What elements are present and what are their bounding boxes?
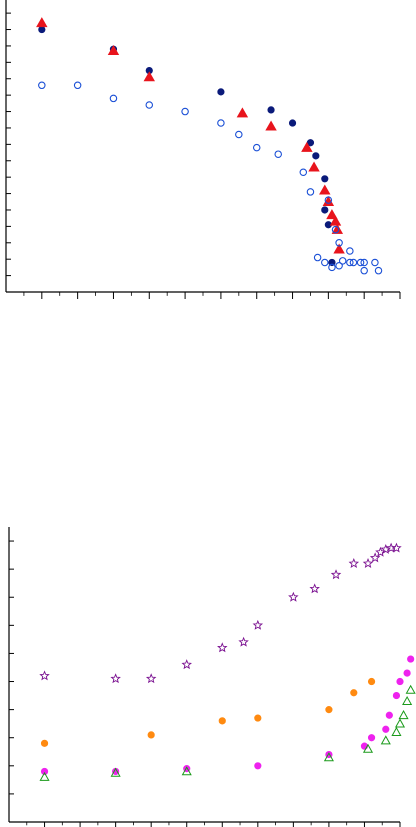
series-3-point-2 <box>181 766 192 776</box>
series-3-point-6 <box>391 726 402 736</box>
series-1-point-0 <box>40 739 49 747</box>
series-0-point-0 <box>39 670 50 681</box>
series-1-point-5 <box>301 141 313 152</box>
series-2-point-5 <box>217 119 225 127</box>
series-2-point-19 <box>338 257 347 265</box>
series-3-point-3 <box>323 752 334 762</box>
series-0-point-8 <box>309 583 320 594</box>
series-2-point-0 <box>40 767 49 776</box>
series-1-point-8 <box>322 195 335 206</box>
series-2-point-8 <box>385 711 393 719</box>
series-2-point-24 <box>371 258 379 267</box>
series-2-point-11 <box>324 196 333 204</box>
series-2-point-7 <box>252 143 261 152</box>
series-1-point-1 <box>107 45 120 56</box>
series-2-point-26 <box>374 266 383 275</box>
series-1-point-9 <box>326 209 338 220</box>
series-2-point-6 <box>235 130 243 139</box>
series-2-point-4 <box>181 107 189 116</box>
series-2-point-13 <box>335 239 343 247</box>
series-0-point-7 <box>288 591 299 602</box>
series-2-point-10 <box>396 677 404 686</box>
bottom-series-0 <box>39 542 402 684</box>
series-2-point-25 <box>360 266 368 275</box>
top-scatter-chart <box>5 0 401 299</box>
series-3-point-8 <box>398 710 409 720</box>
series-2-point-7 <box>382 725 390 733</box>
bottom-series-3 <box>39 684 416 781</box>
series-1-point-2 <box>218 717 226 725</box>
series-0-point-6 <box>252 619 264 630</box>
series-0-point-4 <box>267 106 275 114</box>
series-0-point-9 <box>321 206 329 214</box>
series-1-point-2 <box>143 71 155 82</box>
series-0-point-2 <box>145 673 157 684</box>
series-2-point-20 <box>346 258 354 267</box>
series-2-point-22 <box>356 258 365 267</box>
series-0-point-12 <box>369 552 381 563</box>
series-0-point-7 <box>312 152 320 160</box>
series-2-point-17 <box>328 263 336 272</box>
series-0-point-1 <box>110 673 121 684</box>
series-1-point-1 <box>147 731 155 739</box>
bottom-series-1 <box>40 677 376 747</box>
series-2-point-21 <box>349 258 358 267</box>
series-0-point-0 <box>38 25 46 34</box>
series-1-point-4 <box>325 706 333 714</box>
series-0-point-3 <box>181 659 192 670</box>
series-1-point-11 <box>331 223 344 234</box>
series-0-point-9 <box>330 569 342 580</box>
series-3-point-0 <box>39 771 50 781</box>
series-1-point-4 <box>265 120 277 131</box>
bottom-series-2 <box>40 655 415 776</box>
series-2-point-0 <box>38 81 46 90</box>
series-0-point-4 <box>217 642 228 653</box>
series-0-point-11 <box>362 558 374 568</box>
series-2-point-12 <box>407 655 415 663</box>
series-2-point-16 <box>321 258 329 267</box>
series-0-point-5 <box>238 636 249 647</box>
top-series-1 <box>36 17 345 254</box>
series-1-point-3 <box>254 714 262 722</box>
series-2-point-18 <box>335 262 343 270</box>
series-2-point-14 <box>346 247 354 255</box>
series-2-point-12 <box>331 225 340 234</box>
series-3-point-1 <box>110 767 121 777</box>
series-1-point-0 <box>36 17 48 28</box>
series-3-point-5 <box>380 735 391 745</box>
top-series-2 <box>38 81 383 275</box>
series-2-point-3 <box>254 762 262 770</box>
series-3-point-7 <box>394 718 406 728</box>
series-2-point-6 <box>367 734 376 742</box>
series-0-point-8 <box>321 175 329 183</box>
top-series-0 <box>38 25 336 267</box>
series-2-point-11 <box>403 669 411 677</box>
series-1-point-6 <box>308 161 320 172</box>
series-3-point-9 <box>402 695 413 706</box>
series-2-point-23 <box>360 258 368 267</box>
series-2-point-3 <box>145 101 154 109</box>
bottom-scatter-chart <box>8 527 416 827</box>
series-0-point-5 <box>288 119 297 127</box>
series-0-point-3 <box>217 88 225 96</box>
series-2-point-15 <box>313 253 322 262</box>
series-3-point-4 <box>362 743 374 753</box>
series-1-point-5 <box>350 689 358 697</box>
series-1-point-6 <box>367 677 376 686</box>
series-0-point-16 <box>391 542 402 553</box>
series-2-point-2 <box>109 94 118 103</box>
series-1-point-7 <box>319 184 331 195</box>
series-2-point-1 <box>73 81 82 90</box>
series-0-point-10 <box>348 558 360 568</box>
series-2-point-8 <box>274 150 282 158</box>
series-3-point-10 <box>405 684 416 694</box>
series-1-point-10 <box>329 215 342 226</box>
series-2-point-10 <box>306 188 315 196</box>
series-1-point-3 <box>236 107 249 118</box>
series-2-point-9 <box>299 168 308 176</box>
series-1-point-12 <box>333 243 345 254</box>
series-2-point-9 <box>392 691 401 700</box>
